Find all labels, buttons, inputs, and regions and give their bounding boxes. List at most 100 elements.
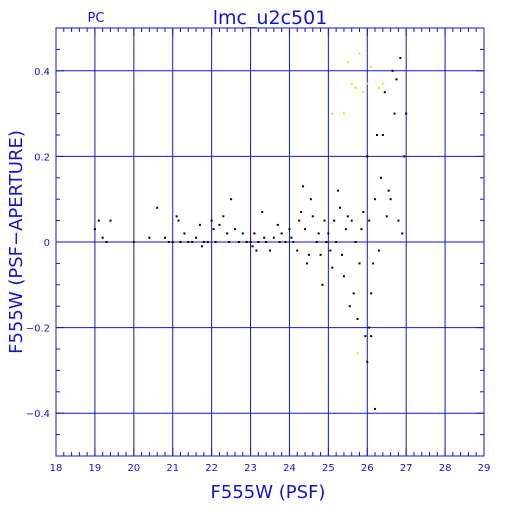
x-axis-title: F555W (PSF) — [211, 482, 326, 503]
data-point — [360, 228, 363, 231]
data-point — [101, 236, 104, 239]
x-tick-label: 19 — [89, 463, 102, 474]
data-point — [397, 219, 400, 222]
data-point — [237, 241, 240, 243]
y-tick-label: −0.4 — [26, 409, 50, 420]
data-point — [109, 219, 112, 222]
data-point — [387, 189, 390, 192]
x-tick-label: 27 — [400, 463, 413, 474]
data-point — [366, 82, 369, 85]
data-point — [354, 86, 357, 89]
y-tick-label: 0 — [44, 238, 50, 249]
data-point — [311, 215, 314, 218]
data-point — [327, 232, 330, 235]
data-point — [251, 245, 254, 248]
data-point — [366, 360, 369, 363]
data-point — [354, 241, 357, 243]
data-point — [362, 91, 365, 94]
data-point — [399, 56, 402, 59]
data-point — [385, 215, 388, 218]
data-point — [393, 112, 396, 115]
data-point — [230, 198, 233, 201]
data-point — [269, 249, 271, 252]
data-point — [302, 185, 305, 188]
x-tick-label: 21 — [166, 463, 179, 474]
data-point — [253, 232, 256, 235]
data-point — [228, 241, 231, 243]
axis-ticks — [55, 27, 485, 457]
data-point — [377, 249, 380, 252]
data-point — [339, 206, 342, 209]
data-point — [405, 112, 408, 115]
data-point — [218, 223, 221, 226]
data-point — [276, 223, 279, 226]
data-point — [212, 228, 215, 231]
data-point — [261, 211, 264, 214]
data-point — [191, 241, 194, 243]
x-tick-label: 22 — [205, 463, 218, 474]
data-point — [156, 206, 159, 209]
data-point — [177, 219, 180, 222]
data-point — [198, 223, 201, 226]
data-point — [370, 292, 373, 295]
data-point — [362, 211, 365, 214]
data-point — [263, 236, 266, 239]
data-points — [93, 52, 408, 410]
data-point — [296, 249, 299, 252]
data-point — [97, 219, 100, 222]
data-point — [348, 305, 351, 308]
data-point — [317, 232, 320, 235]
data-point — [200, 245, 203, 248]
data-point — [249, 241, 252, 243]
data-point — [333, 219, 336, 222]
data-point — [167, 241, 170, 243]
data-point — [105, 241, 108, 243]
data-point — [391, 69, 394, 72]
data-point — [346, 61, 349, 64]
data-point — [175, 215, 178, 218]
data-point — [395, 78, 398, 81]
data-point — [132, 241, 135, 243]
data-point — [210, 219, 213, 222]
data-point — [163, 236, 166, 239]
data-point — [321, 283, 324, 286]
data-point — [331, 112, 334, 115]
data-point — [300, 211, 303, 214]
chart-subtitle: PC — [88, 11, 105, 26]
data-point — [340, 253, 343, 256]
data-point — [241, 232, 244, 235]
data-point — [368, 326, 371, 329]
data-point — [358, 52, 361, 55]
data-point — [304, 228, 307, 231]
data-point — [377, 86, 380, 89]
x-tick-label: 28 — [439, 463, 452, 474]
data-point — [376, 134, 378, 136]
data-point — [381, 134, 384, 136]
x-tick-label: 29 — [478, 463, 491, 474]
data-point — [335, 241, 338, 243]
data-point — [350, 219, 353, 222]
chart-title: lmc_u2c501 — [213, 7, 328, 29]
data-point — [265, 241, 268, 243]
data-point — [195, 236, 198, 239]
data-point — [288, 228, 291, 231]
data-point — [331, 266, 334, 269]
data-point — [315, 241, 318, 243]
data-point — [366, 155, 369, 158]
data-point — [350, 82, 353, 85]
x-tick-label: 18 — [50, 463, 63, 474]
data-point — [381, 82, 384, 85]
data-point — [403, 155, 406, 158]
x-tick-labels: 18 19 20 21 22 23 24 25 26 27 28 29 — [50, 463, 491, 474]
y-tick-label: 0.2 — [34, 152, 50, 163]
data-point — [272, 236, 275, 239]
data-point — [358, 262, 361, 265]
data-point — [374, 198, 377, 201]
data-point — [187, 241, 190, 243]
data-point — [344, 228, 347, 231]
data-point — [290, 236, 293, 239]
data-point — [233, 228, 236, 231]
data-point — [179, 241, 182, 243]
data-point — [323, 219, 326, 222]
